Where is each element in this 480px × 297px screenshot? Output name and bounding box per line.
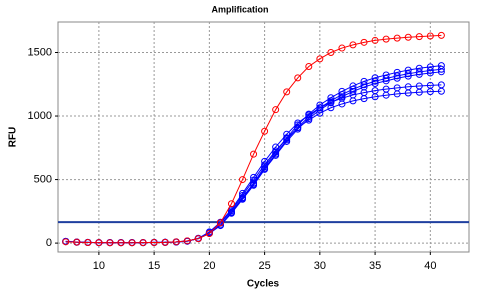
data-point	[338, 87, 346, 95]
y-tick-label: 0	[46, 237, 52, 249]
data-point	[139, 239, 147, 247]
data-point	[216, 219, 224, 227]
data-point	[349, 41, 357, 49]
data-point	[426, 81, 434, 89]
data-point	[437, 62, 445, 70]
data-point	[382, 85, 390, 93]
data-point	[426, 63, 434, 71]
data-point	[404, 66, 412, 74]
data-point	[183, 237, 191, 245]
data-point	[95, 239, 103, 247]
data-point	[294, 121, 302, 129]
data-point	[393, 72, 401, 80]
data-point	[227, 208, 235, 216]
x-tick-label: 10	[93, 260, 105, 272]
data-point	[426, 32, 434, 40]
data-point	[172, 238, 180, 246]
data-point	[316, 55, 324, 63]
data-point	[283, 88, 291, 96]
data-point	[250, 150, 258, 158]
data-point	[239, 194, 247, 202]
data-point	[371, 87, 379, 95]
data-point	[261, 157, 269, 165]
data-point	[272, 148, 280, 156]
x-tick-label: 30	[314, 260, 326, 272]
plot-area	[57, 21, 470, 253]
x-axis-label: Cycles	[247, 279, 280, 290]
data-point	[106, 239, 114, 247]
y-axis-label: RFU	[8, 127, 19, 148]
data-point	[250, 179, 258, 187]
data-point	[437, 81, 445, 89]
data-point	[382, 71, 390, 79]
x-tick-label: 15	[148, 260, 160, 272]
x-tick-label: 35	[369, 260, 381, 272]
y-tick-label: 1000	[28, 110, 52, 122]
data-point	[239, 176, 247, 184]
data-point	[73, 238, 81, 246]
data-point	[283, 134, 291, 142]
data-point	[360, 77, 368, 85]
data-point	[294, 74, 302, 82]
x-tick-label: 40	[424, 260, 436, 272]
data-point	[371, 74, 379, 82]
data-point	[305, 110, 313, 118]
data-point	[393, 68, 401, 76]
data-point	[349, 82, 357, 90]
data-point	[272, 106, 280, 114]
data-point	[437, 31, 445, 39]
data-point	[205, 230, 213, 238]
data-point	[261, 127, 269, 135]
series-line	[65, 34, 442, 244]
data-point	[437, 65, 445, 73]
data-point	[327, 48, 335, 56]
data-point	[404, 70, 412, 78]
data-point	[426, 67, 434, 75]
data-point	[404, 83, 412, 91]
data-point	[415, 68, 423, 76]
data-point	[62, 238, 70, 246]
x-tick-label: 25	[258, 260, 270, 272]
data-point	[316, 101, 324, 109]
data-point	[393, 84, 401, 92]
data-point	[305, 62, 313, 70]
data-point	[150, 238, 158, 246]
data-point	[415, 64, 423, 72]
data-point	[382, 35, 390, 43]
data-point	[272, 143, 280, 151]
data-point	[360, 38, 368, 46]
data-point	[261, 163, 269, 171]
x-tick-label: 20	[203, 260, 215, 272]
data-point	[117, 239, 125, 247]
data-point	[371, 36, 379, 44]
data-point	[393, 34, 401, 42]
data-point	[404, 33, 412, 41]
data-point	[415, 33, 423, 41]
data-point	[327, 94, 335, 102]
data-point	[283, 136, 291, 144]
data-point	[227, 200, 235, 208]
data-point	[128, 239, 136, 247]
data-point	[272, 150, 280, 158]
data-point	[338, 44, 346, 52]
data-point	[382, 75, 390, 83]
y-tick-label: 500	[34, 173, 52, 185]
data-point	[415, 82, 423, 90]
y-tick-label: 1500	[28, 46, 52, 58]
data-point	[349, 87, 357, 95]
data-point	[161, 238, 169, 246]
chart-title: Amplification	[211, 4, 268, 14]
data-point	[194, 235, 202, 243]
data-point	[84, 238, 92, 246]
